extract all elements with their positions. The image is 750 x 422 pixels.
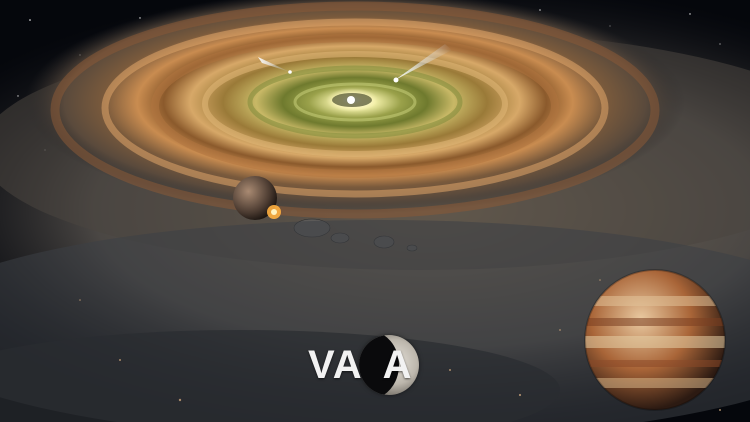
debris-specks bbox=[79, 279, 721, 411]
comet-small bbox=[258, 57, 292, 74]
crescent-moon-icon bbox=[358, 335, 419, 395]
rocky-planet bbox=[233, 176, 277, 220]
watermark-right-text: A bbox=[382, 342, 413, 387]
disk-rings bbox=[50, 1, 660, 219]
watermark-left-text: VA bbox=[308, 342, 363, 387]
gas-giant-planet bbox=[584, 269, 726, 411]
brand-watermark: VA A bbox=[308, 335, 450, 395]
comet-large bbox=[393, 44, 452, 83]
